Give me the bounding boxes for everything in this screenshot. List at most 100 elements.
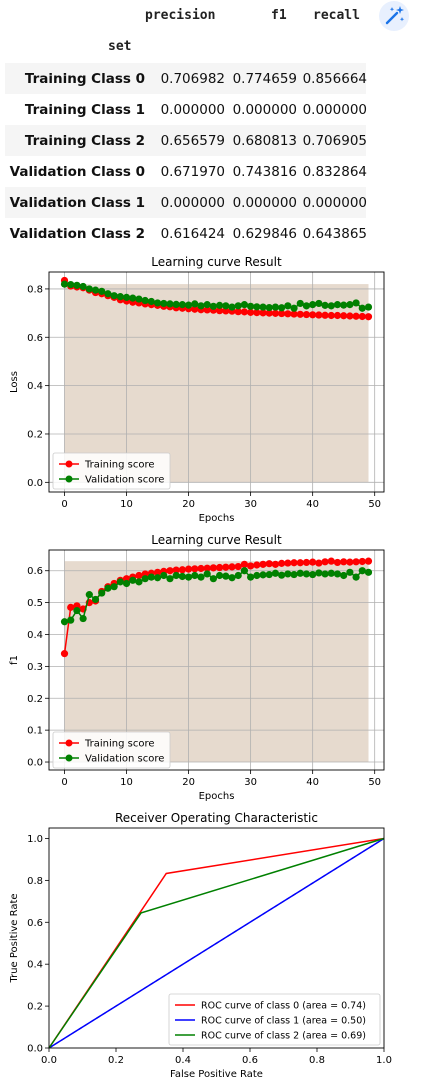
y-tick-label: 0.4 [27, 630, 43, 641]
data-point [98, 589, 106, 597]
data-point [60, 618, 69, 626]
data-point [309, 570, 317, 579]
data-point [302, 570, 311, 578]
x-tick-label: 10 [120, 777, 133, 788]
y-tick-label: 0.0 [27, 478, 43, 489]
table-row: Training Class 0 0.706982 0.774659 0.856664 [5, 63, 367, 94]
x-tick-label: 10 [120, 499, 133, 510]
data-point [191, 305, 199, 313]
y-tick-label: 0.8 [27, 284, 43, 295]
data-point [234, 571, 242, 580]
data-point [284, 310, 292, 318]
data-point [271, 560, 280, 568]
data-point [346, 312, 354, 320]
x-axis-label: Epochs [199, 513, 235, 524]
chart-title: Receiver Operating Characteristic [115, 811, 318, 825]
data-point [209, 564, 217, 572]
legend-entry: ROC curve of class 0 (area = 0.74) [201, 1001, 366, 1012]
roc-chart: Receiver Operating Characteristic 0.0 0.2 0… [9, 811, 392, 1080]
data-point [302, 310, 311, 319]
table-cell-f1: 0.629846 [232, 226, 297, 242]
x-tick-label: 0.4 [175, 1055, 191, 1066]
row-label: Training Class 1 [24, 102, 145, 118]
data-point [278, 559, 286, 567]
row-label: Validation Class 1 [9, 195, 145, 211]
data-point [253, 561, 261, 569]
column-header-f1: f1 [271, 8, 287, 23]
x-axis-label: False Positive Rate [170, 1069, 263, 1080]
y-axis-label: True Positive Rate [9, 893, 20, 983]
data-point [240, 301, 249, 309]
row-label: Validation Class 2 [9, 226, 145, 242]
data-point [135, 571, 143, 580]
table-row: Training Class 1 0.000000 0.000000 0.000000 [5, 94, 367, 125]
data-point [340, 312, 348, 320]
data-point [327, 302, 335, 310]
data-point [234, 302, 242, 310]
data-point [327, 557, 335, 565]
data-point [116, 293, 124, 301]
table-row: Validation Class 0 0.671970 0.743816 0.8328… [5, 156, 367, 187]
y-tick-label: 0.6 [27, 566, 43, 577]
x-axis-label: Epochs [199, 791, 235, 802]
data-point [60, 650, 69, 658]
table-cell-precision: 0.671970 [160, 164, 225, 180]
data-point [122, 293, 131, 301]
data-point [135, 578, 143, 586]
data-point [364, 568, 373, 576]
legend-box [52, 731, 171, 769]
table-cell-recall: 0.000000 [302, 195, 367, 211]
data-point [296, 310, 304, 318]
data-point [73, 606, 81, 615]
data-point [178, 301, 186, 309]
x-tick-label: 20 [182, 499, 195, 510]
data-point [147, 297, 155, 306]
y-tick-label: 0.8 [27, 876, 43, 887]
data-point [296, 299, 304, 308]
data-point [315, 311, 323, 319]
table-cell-precision: 0.656579 [160, 133, 225, 149]
data-point [265, 309, 273, 317]
data-point [216, 301, 224, 309]
data-point [240, 567, 249, 575]
data-point [278, 304, 286, 312]
y-tick-label: 0.2 [27, 429, 43, 440]
data-point [67, 280, 75, 289]
data-point [284, 559, 292, 567]
data-point [358, 557, 366, 566]
row-label: Training Class 0 [24, 71, 145, 87]
data-point [265, 570, 273, 579]
magic-wand-button[interactable] [379, 1, 409, 31]
data-point [228, 574, 236, 582]
data-point [191, 565, 199, 573]
table-cell-f1: 0.000000 [232, 102, 297, 118]
x-tick-label: 50 [368, 499, 381, 510]
legend-marker [65, 460, 73, 468]
data-point [321, 558, 329, 566]
data-point [141, 296, 149, 305]
data-point [358, 567, 366, 575]
data-point [67, 616, 75, 624]
table-cell-recall: 0.643865 [302, 226, 367, 242]
data-point [216, 307, 224, 315]
data-point [91, 595, 100, 604]
y-tick-label: 0.4 [27, 381, 43, 392]
data-point [197, 564, 205, 573]
data-point [197, 573, 205, 581]
data-point [315, 559, 323, 567]
legend-entry: Validation score [85, 475, 164, 486]
column-header-recall: recall [313, 8, 360, 23]
data-point [296, 569, 304, 577]
data-point [228, 563, 236, 571]
legend-box [52, 452, 171, 490]
legend-entry: Validation score [85, 754, 164, 765]
data-point [352, 312, 360, 320]
data-point [271, 309, 280, 317]
data-point [321, 311, 329, 319]
legend-entry: Training score [84, 739, 155, 750]
data-point [122, 579, 131, 588]
data-point [60, 280, 69, 288]
table-cell-recall: 0.856664 [302, 71, 367, 87]
data-point [333, 301, 342, 309]
table-cell-precision: 0.706982 [160, 71, 225, 87]
